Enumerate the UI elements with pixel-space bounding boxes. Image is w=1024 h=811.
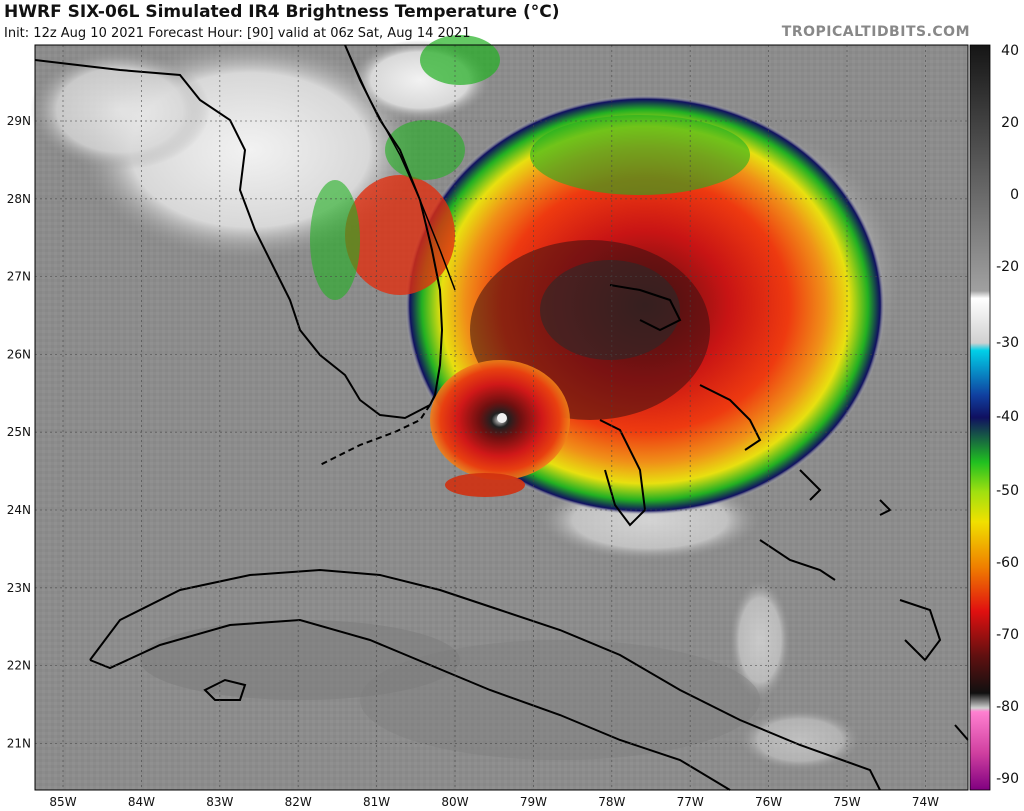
latitude-labels: 29N 28N 27N 26N 25N 24N 23N 22N 21N [7, 114, 31, 750]
colorbar-tick-label: -70 [996, 627, 1019, 643]
colorbar [969, 44, 991, 791]
lon-label: 79W [520, 795, 547, 809]
lon-label: 83W [206, 795, 233, 809]
lat-label: 27N [7, 270, 31, 284]
lon-label: 81W [363, 795, 390, 809]
lat-label: 26N [7, 347, 31, 361]
colorbar-tick-label: 20 [1001, 115, 1019, 131]
lat-label: 29N [7, 114, 31, 128]
lon-label: 85W [49, 795, 76, 809]
colorbar-tick-label: -40 [996, 409, 1019, 425]
longitude-labels: 85W 84W 83W 82W 81W 80W 79W 78W 77W 76W 75W 74W [49, 795, 939, 809]
lon-label: 74W [912, 795, 939, 809]
lon-label: 80W [441, 795, 468, 809]
storm-cloud-shield [310, 35, 885, 515]
colorbar-tick-label: -60 [996, 555, 1019, 571]
colorbar-labels: 40 20 0 -20 -30 -40 -50 -60 -70 -80 -90 [996, 43, 1019, 787]
forecast-track [344, 44, 456, 291]
map-frame [34, 44, 969, 791]
lon-label: 76W [755, 795, 782, 809]
lon-label: 84W [128, 795, 155, 809]
lon-label: 77W [677, 795, 704, 809]
hurricane-eye [430, 360, 570, 497]
lat-label: 24N [7, 503, 31, 517]
colorbar-tick-label: -80 [996, 699, 1019, 715]
lat-lon-grid [35, 45, 968, 790]
colorbar-tick-label: -30 [996, 335, 1019, 351]
brand-watermark: TROPICALTIDBITS.COM [781, 24, 970, 40]
colorbar-tick-label: 40 [1001, 43, 1019, 59]
colorbar-tick-label: -90 [996, 771, 1019, 787]
lat-label: 23N [7, 581, 31, 595]
chart-title: HWRF SIX-06L Simulated IR4 Brightness Te… [4, 2, 560, 22]
colorbar-tick-label: -50 [996, 483, 1019, 499]
lat-label: 21N [7, 736, 31, 750]
lon-label: 82W [285, 795, 312, 809]
colorbar-tick-label: -20 [996, 259, 1019, 275]
colorbar-tick-label: 0 [1010, 187, 1019, 203]
lat-label: 28N [7, 192, 31, 206]
lon-label: 75W [833, 795, 860, 809]
chart-subtitle: Init: 12z Aug 10 2021 Forecast Hour: [90… [4, 26, 471, 41]
lat-label: 25N [7, 425, 31, 439]
lon-label: 78W [598, 795, 625, 809]
lat-label: 22N [7, 659, 31, 673]
